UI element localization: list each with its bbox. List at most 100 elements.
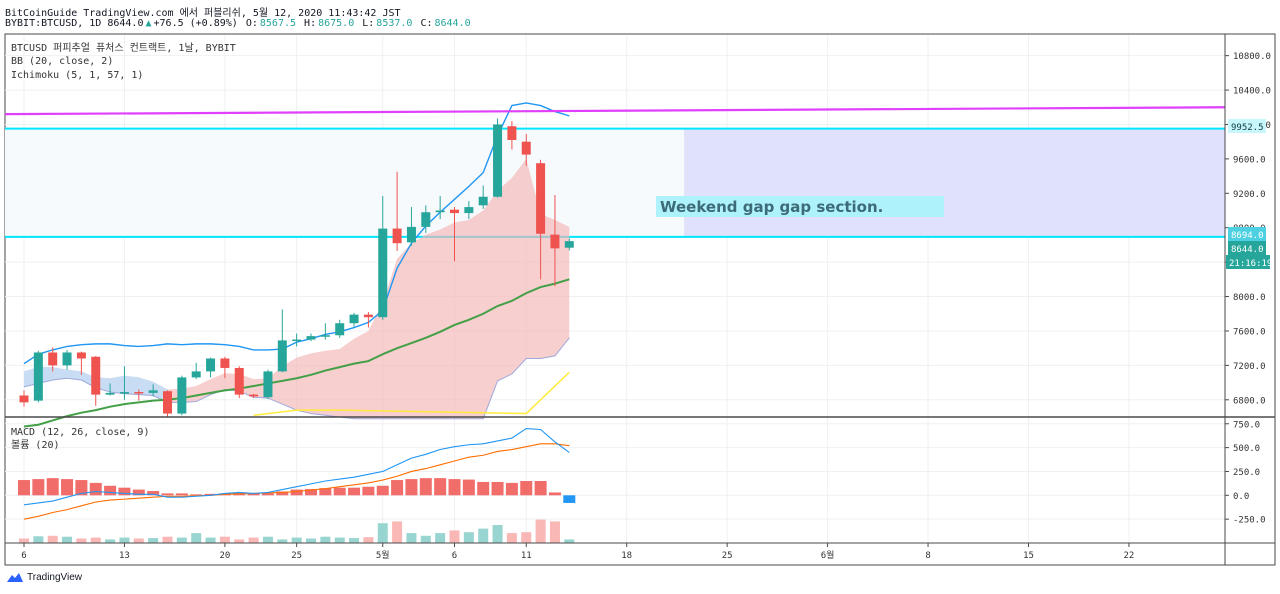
candle-up <box>464 207 474 214</box>
macd-histogram-bar <box>305 489 317 496</box>
candle-down <box>363 314 373 318</box>
macd-histogram-bar <box>75 480 88 496</box>
volume-bar <box>248 537 259 543</box>
macd-histogram-bar <box>477 481 490 496</box>
macd-histogram-bar <box>132 489 145 496</box>
candle-down <box>76 352 86 359</box>
candle-up <box>33 352 43 401</box>
resistance-line <box>4 106 1226 116</box>
legend-ichimoku[interactable]: Ichimoku (5, 1, 57, 1) <box>11 70 143 81</box>
macd-histogram-bar <box>46 478 59 496</box>
legend-bb[interactable]: BB (20, close, 2) <box>11 56 113 67</box>
candle-up <box>378 228 388 318</box>
gap-zone-layer <box>5 127 1225 238</box>
annotation-text[interactable]: Weekend gap gap section. <box>660 198 883 216</box>
macd-histogram-bar <box>333 487 346 496</box>
legend-volume[interactable]: 볼륨 (20) <box>11 439 60 451</box>
macd-histogram-bar <box>261 493 274 496</box>
macd-histogram-bar <box>175 493 188 496</box>
volume-bar <box>306 538 316 543</box>
macd-histogram-bar <box>548 492 561 496</box>
time-tick-label: 18 <box>621 551 632 561</box>
brand-name: TradingView <box>27 572 83 583</box>
candle-down <box>220 358 230 368</box>
macd-line <box>23 427 570 506</box>
chart-frame <box>4 33 1276 566</box>
close-label: C: <box>420 18 433 29</box>
volume-bar <box>349 538 360 543</box>
candle-up <box>478 196 488 206</box>
volume-bar <box>478 528 489 543</box>
low-label: L: <box>362 18 375 29</box>
macd-histogram-bar <box>147 491 160 496</box>
macd-histogram-bar <box>190 494 203 496</box>
macd-signal-line <box>23 443 570 520</box>
macd-histogram-bar <box>563 495 576 503</box>
candle-down <box>91 356 101 395</box>
volume-bar <box>176 537 187 543</box>
candle-up <box>320 335 330 337</box>
candles-layer[interactable] <box>19 118 574 417</box>
macd-histogram-bar <box>18 480 30 496</box>
high-value: 8675.0 <box>318 18 355 29</box>
volume-bar <box>33 536 44 543</box>
volume-bar <box>148 538 159 543</box>
candle-down <box>392 228 402 244</box>
open-value: 8567.5 <box>259 18 297 29</box>
price-tag-last <box>1228 241 1266 255</box>
volume-bar <box>320 536 331 543</box>
candle-up <box>191 371 201 378</box>
symbol-label: BYBIT:BTCUSD, 1D 8644.0 <box>5 18 144 29</box>
candle-down <box>19 395 29 403</box>
candle-up <box>349 314 359 324</box>
legend-main[interactable]: BTCUSD 퍼피추얼 퓨처스 컨트랙트, 1날, BYBIT <box>11 42 236 54</box>
price-tag-upper <box>1228 119 1266 133</box>
candle-up <box>62 352 72 366</box>
volume-bar <box>133 538 144 543</box>
candle-down <box>163 391 172 414</box>
time-tick-label: 8 <box>925 551 930 561</box>
weekend-gap-zone <box>684 128 1225 237</box>
macd-tick-label: 750.0 <box>1233 420 1260 430</box>
annotation-box[interactable] <box>656 196 944 217</box>
macd-histogram-bar <box>204 493 217 496</box>
macd-histogram-bar <box>462 479 475 496</box>
volume-bar <box>521 532 532 543</box>
volume-bar <box>234 539 245 543</box>
time-tick-label: 5월 <box>376 549 390 561</box>
volume-bar <box>363 537 374 543</box>
volume-bar <box>377 523 388 543</box>
time-tick-label: 13 <box>119 551 130 561</box>
volume-bar <box>105 539 116 543</box>
macd-layer <box>18 427 576 543</box>
macd-tick-label: 250.0 <box>1233 468 1260 478</box>
close-value: 8644.0 <box>434 18 471 29</box>
price-tick-label: 9600.0 <box>1233 155 1266 165</box>
candle-up <box>421 212 431 227</box>
volume-bar <box>90 537 101 543</box>
ichimoku-lagging-line <box>253 371 570 417</box>
price-tick-label: 7600.0 <box>1233 327 1266 337</box>
price-tick-label: 9200.0 <box>1233 190 1266 200</box>
legend-macd[interactable]: MACD (12, 26, close, 9) <box>11 427 149 438</box>
publish-info: BitCoinGuide TradingView.com 에서 퍼블리쉬, 5월… <box>5 8 401 19</box>
tradingview-brand[interactable]: TradingView <box>6 572 82 583</box>
volume-bar <box>463 532 474 543</box>
bollinger-middle-line <box>23 278 570 428</box>
volume-bar <box>435 533 446 543</box>
volume-bar <box>47 535 58 543</box>
candle-down <box>249 394 259 397</box>
volume-bar <box>19 538 29 543</box>
time-tick-label: 11 <box>521 551 532 561</box>
time-tick-label: 25 <box>722 551 733 561</box>
volume-bar <box>205 537 216 543</box>
volume-bar <box>277 539 288 543</box>
volume-bar <box>191 533 202 543</box>
volume-bar <box>334 537 345 543</box>
axes-layer: 10800.010400.010000.09600.09200.08800.08… <box>21 52 1271 561</box>
macd-tick-label: -250.0 <box>1233 516 1266 526</box>
time-tick-label: 6 <box>452 551 457 561</box>
macd-histogram-bar <box>534 481 547 496</box>
volume-bar <box>76 538 87 543</box>
